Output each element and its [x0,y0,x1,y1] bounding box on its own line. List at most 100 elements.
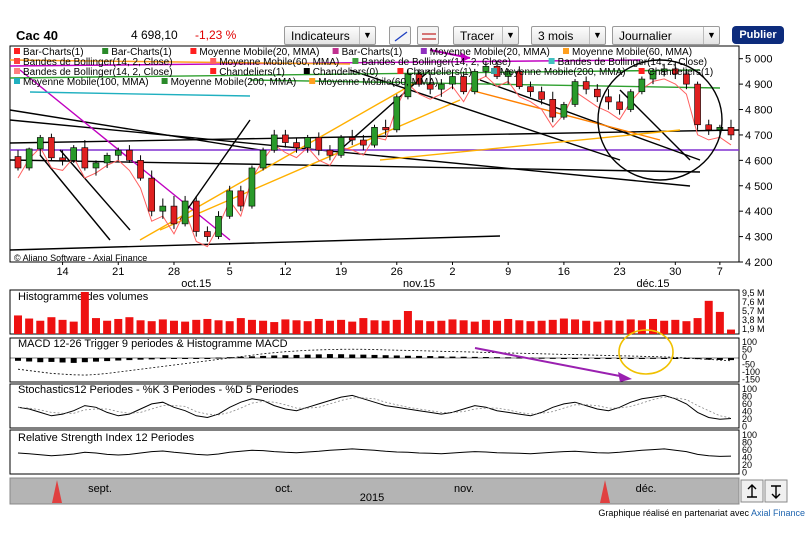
volume-bar [125,317,134,334]
volume-bar [704,300,713,334]
arrow-head-icon [618,372,632,382]
period-select[interactable]: 3 mois ▼ [531,26,606,45]
candle-body [148,177,155,212]
volume-bar [649,318,658,334]
rsi-axis-label: 60 [742,445,752,455]
volume-bar [582,320,591,334]
day-tick-label: 5 [227,266,233,278]
draw-dropdown[interactable]: Tracer ▼ [453,26,519,45]
macd-histogram-bar [382,355,389,358]
macd-histogram-bar [438,356,445,358]
macd-histogram-bar [538,357,545,359]
drawn-trendline [9,119,691,187]
legend-entry: Moyenne Mobile(20, MMA) [430,47,550,58]
day-tick-label: 7 [717,266,723,278]
price-tick-label: 4 900 [745,79,773,91]
trendline-tool-button[interactable] [389,26,411,45]
volume-bar [270,322,279,334]
month-tick-label: nov.15 [403,278,435,290]
legend-entry: Moyenne Mobile(200, MMA) [500,67,626,78]
macd-histogram-bar [360,354,367,358]
volume-bar [660,320,669,334]
credit-text: Graphique réalisé en partenariat avec [598,508,751,518]
macd-histogram-bar [37,358,44,363]
watermark: © Aliano Software - Axial Finance [14,253,147,263]
rsi-axis-label: 0 [742,468,747,478]
volume-bar [192,319,201,334]
day-tick-label: 23 [613,266,625,278]
indicators-dropdown[interactable]: Indicateurs ▼ [284,26,376,45]
volume-bar [548,319,557,334]
navigator-month-label: oct. [275,483,293,495]
macd-histogram-bar [460,356,467,358]
volume-bar [615,320,624,334]
volume-bar [693,318,702,334]
candle-body [360,139,367,146]
volume-axis-label: 9,5 M [742,288,765,298]
stochastics-axis-label: 40 [742,407,752,417]
macd-histogram-bar [237,356,244,358]
volume-bar [470,321,479,334]
candle-body [282,134,289,143]
candle-body [616,101,623,110]
hline-tool-button[interactable] [417,26,439,45]
candle-body [660,68,668,72]
candle-body [727,127,735,136]
legend-swatch [161,78,168,84]
volume-bar [103,320,112,334]
price-tick-label: 4 200 [745,257,773,269]
candle-body [137,160,144,179]
candle-body [304,137,311,148]
stochastics-axis-label: 60 [742,399,752,409]
candle-body [594,88,601,98]
day-tick-label: 9 [505,266,511,278]
candle-body [48,137,55,159]
volume-bar [403,311,412,334]
candle-body [337,137,345,156]
drawn-trendline [379,129,681,161]
macd-histogram-bar [159,358,166,360]
stochastics-panel [9,383,740,429]
legend-swatch [548,58,555,64]
macd-histogram-bar [505,357,512,359]
month-tick-label: déc.15 [637,278,670,290]
legend-entry: Chandeliers(1) [219,67,285,78]
publish-button[interactable]: Publier [732,26,784,44]
legend-entry: Moyenne Mobile(100, MMA) [23,77,149,88]
volume-bar [637,320,646,334]
candle-body [14,156,22,169]
rsi-line [17,448,732,457]
legend-entry: Chandeliers(1) [406,67,472,78]
volume-bar [259,320,268,334]
navigator-left-handle-icon [52,480,62,503]
macd-histogram-bar [349,354,356,358]
volume-bar [504,318,513,334]
macd-histogram-bar [92,358,99,362]
legend-swatch [190,48,197,54]
volume-bar [515,320,524,334]
candle-body [460,76,467,93]
candle-body [25,148,33,169]
volume-bar [392,319,401,334]
legend-swatch [332,48,339,54]
legend-swatch [491,68,497,74]
volume-bar [348,321,357,334]
volume-bar [58,319,67,334]
credit-brand-link[interactable]: Axial Finance [750,508,805,518]
macd-histogram-bar [650,357,657,359]
candle-body [326,149,334,156]
volume-bar [493,320,502,334]
candle-body [671,68,679,75]
price-tick-label: 4 600 [745,155,773,167]
candle-body [59,157,66,161]
interval-select[interactable]: Journalier ▼ [612,26,720,45]
macd-histogram-bar [293,354,300,358]
navigator-right-handle-icon [600,480,610,503]
candle-body [92,162,100,169]
navigator-year-label: 2015 [360,492,384,504]
drawn-circle [597,59,723,181]
macd-axis-label: -100 [742,367,760,377]
day-tick-label: 2 [449,266,455,278]
macd-histogram-bar [549,357,556,359]
